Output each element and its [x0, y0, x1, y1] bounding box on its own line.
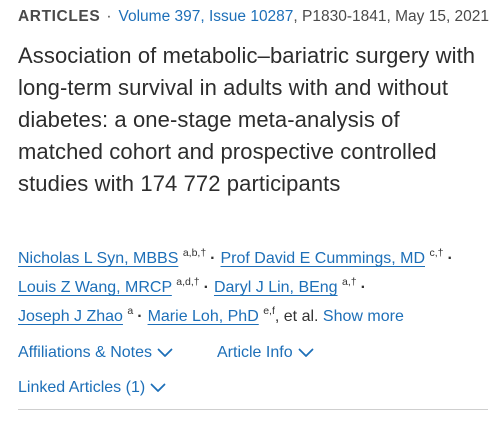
article-meta: ARTICLES · Volume 397, Issue 10287, P1830-…	[18, 7, 489, 27]
meta-separator: ·	[106, 8, 112, 25]
author-link[interactable]: Daryl J Lin, BEng	[213, 279, 338, 296]
author-affiliation-marks: e,f	[263, 305, 275, 317]
article-info-toggle[interactable]: Article Info	[217, 341, 314, 365]
affiliations-toggle[interactable]: Affiliations & Notes	[18, 341, 173, 365]
chevron-down-icon	[298, 348, 313, 357]
author-separator: ·	[137, 308, 143, 325]
article-info-toggle-label: Article Info	[217, 344, 293, 361]
author-link[interactable]: Louis Z Wang, MRCP	[18, 279, 172, 296]
author-item: Prof David E Cummings, MD c,†	[220, 247, 444, 267]
pages-date: , P1830-1841, May 15, 2021	[293, 8, 490, 25]
chevron-down-icon	[150, 383, 166, 392]
author-affiliation-marks: c,†	[429, 247, 444, 259]
section-label: ARTICLES	[18, 8, 101, 25]
volume-issue-link[interactable]: Volume 397, Issue 10287	[118, 8, 294, 25]
author-affiliation-marks: a	[127, 305, 134, 317]
author-item: Marie Loh, PhD e,f	[147, 305, 275, 325]
author-separator: ·	[203, 279, 209, 296]
affiliations-toggle-label: Affiliations & Notes	[18, 344, 152, 361]
author-separator: ·	[447, 250, 453, 267]
author-link[interactable]: Nicholas L Syn, MBBS	[18, 250, 179, 267]
author-separator: ·	[360, 279, 366, 296]
author-item: Daryl J Lin, BEng a,†	[213, 276, 357, 296]
et-al-text: , et al.	[274, 308, 319, 325]
linked-articles-toggle-label: Linked Articles (1)	[18, 379, 146, 396]
linked-articles-toggle[interactable]: Linked Articles (1)	[18, 376, 166, 400]
show-more-link[interactable]: Show more	[322, 308, 404, 325]
author-link[interactable]: Marie Loh, PhD	[147, 308, 259, 325]
author-affiliation-marks: a,d,†	[176, 276, 200, 288]
author-link[interactable]: Prof David E Cummings, MD	[220, 250, 426, 267]
chevron-down-icon	[157, 348, 173, 357]
author-item: Joseph J Zhao a	[18, 305, 134, 325]
author-item: Louis Z Wang, MRCP a,d,†	[18, 276, 200, 296]
author-affiliation-marks: a,†	[342, 276, 357, 288]
author-list: Nicholas L Syn, MBBS a,b,† · Prof David E …	[18, 244, 488, 331]
author-item: Nicholas L Syn, MBBS a,b,†	[18, 247, 207, 267]
toggle-row: Linked Articles (1)	[18, 376, 166, 400]
author-link[interactable]: Joseph J Zhao	[18, 308, 123, 325]
author-separator: ·	[210, 250, 216, 267]
author-affiliation-marks: a,b,†	[182, 247, 207, 259]
toggle-row: Affiliations & Notes Article Info	[18, 341, 488, 365]
toggle-links: Affiliations & Notes Article Info Linked…	[18, 341, 488, 396]
article-title: Association of metabolic–bariatric surge…	[18, 43, 476, 196]
section-divider	[18, 409, 488, 410]
